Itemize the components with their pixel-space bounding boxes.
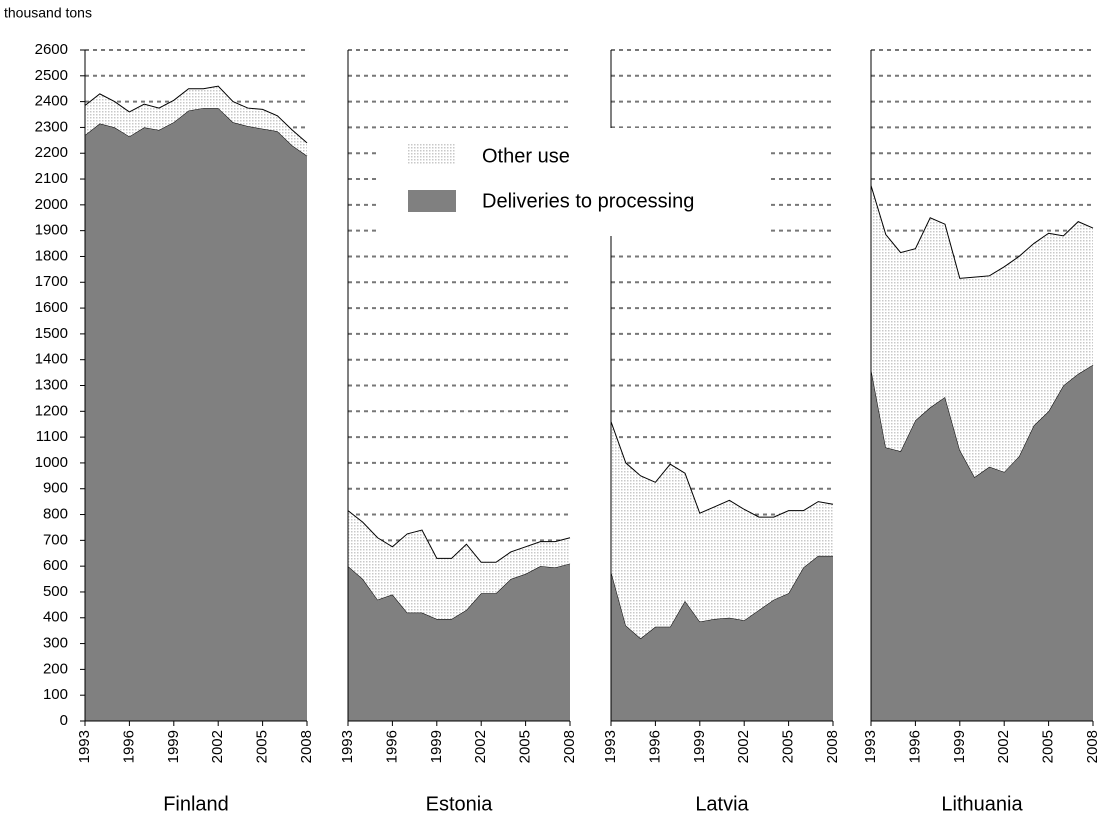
area-edge: [870, 185, 1094, 279]
x-tick-label: 1996: [383, 730, 400, 763]
y-axis-label: thousand tons: [4, 5, 92, 21]
panel-title: Finland: [163, 793, 229, 815]
y-tick-label: 2100: [35, 170, 68, 187]
panel-title: Lithuania: [941, 793, 1023, 815]
x-tick-label: 1996: [906, 730, 923, 763]
area: [871, 364, 1093, 721]
area-edge: [347, 510, 571, 563]
y-tick-label: 800: [43, 506, 68, 523]
x-tick-label: 2008: [561, 730, 578, 763]
x-tick-label: 1999: [691, 730, 708, 763]
y-tick-label: 1000: [35, 454, 68, 471]
x-tick-label: 2005: [254, 730, 271, 763]
x-tick-label: 1996: [120, 730, 137, 763]
legend-swatch: [408, 190, 456, 212]
y-tick-label: 700: [43, 531, 68, 548]
area-edge: [84, 85, 308, 144]
y-tick-label: 2000: [35, 196, 68, 213]
x-tick-label: 2008: [1084, 730, 1101, 763]
y-tick-label: 2300: [35, 118, 68, 135]
x-tick-label: 2002: [472, 730, 489, 763]
y-tick-label: 1500: [35, 325, 68, 342]
legend-label: Other use: [482, 145, 570, 167]
area: [348, 563, 570, 721]
y-tick-label: 2200: [35, 144, 68, 161]
legend-swatch: [408, 143, 456, 165]
x-tick-label: 2005: [517, 730, 534, 763]
area: [611, 555, 833, 721]
y-tick-label: 1800: [35, 247, 68, 264]
x-tick-label: 2002: [995, 730, 1012, 763]
x-tick-label: 1993: [339, 730, 356, 763]
area: [871, 185, 1093, 478]
x-tick-label: 1993: [76, 730, 93, 763]
y-tick-label: 500: [43, 583, 68, 600]
y-tick-label: 100: [43, 686, 68, 703]
x-tick-label: 1999: [951, 730, 968, 763]
y-tick-label: 1300: [35, 376, 68, 393]
y-tick-label: 1900: [35, 222, 68, 239]
x-tick-label: 1999: [165, 730, 182, 763]
x-tick-label: 2002: [735, 730, 752, 763]
area: [85, 86, 307, 156]
x-tick-label: 2008: [298, 730, 315, 763]
y-tick-label: 900: [43, 480, 68, 497]
x-tick-label: 2002: [209, 730, 226, 763]
panel-title: Estonia: [426, 793, 494, 815]
y-tick-label: 2600: [35, 41, 68, 58]
panel-title: Latvia: [695, 793, 749, 815]
y-tick-label: 1200: [35, 402, 68, 419]
y-tick-label: 600: [43, 557, 68, 574]
x-tick-label: 2005: [1040, 730, 1057, 763]
y-tick-label: 400: [43, 609, 68, 626]
y-tick-label: 2400: [35, 93, 68, 110]
x-tick-label: 1999: [428, 730, 445, 763]
y-tick-label: 1700: [35, 273, 68, 290]
area: [611, 421, 833, 639]
y-tick-label: 1400: [35, 351, 68, 368]
x-tick-label: 1996: [646, 730, 663, 763]
x-tick-label: 2008: [824, 730, 841, 763]
y-tick-label: 200: [43, 660, 68, 677]
area-edge: [610, 421, 834, 518]
y-tick-label: 2500: [35, 67, 68, 84]
y-tick-label: 300: [43, 635, 68, 652]
y-tick-label: 1100: [36, 428, 68, 445]
legend-label: Deliveries to processing: [482, 190, 694, 212]
x-tick-label: 1993: [602, 730, 619, 763]
y-tick-label: 1600: [35, 299, 68, 316]
y-tick-label: 0: [60, 712, 68, 729]
x-tick-label: 1993: [862, 730, 879, 763]
x-tick-label: 2005: [780, 730, 797, 763]
area: [85, 108, 307, 721]
